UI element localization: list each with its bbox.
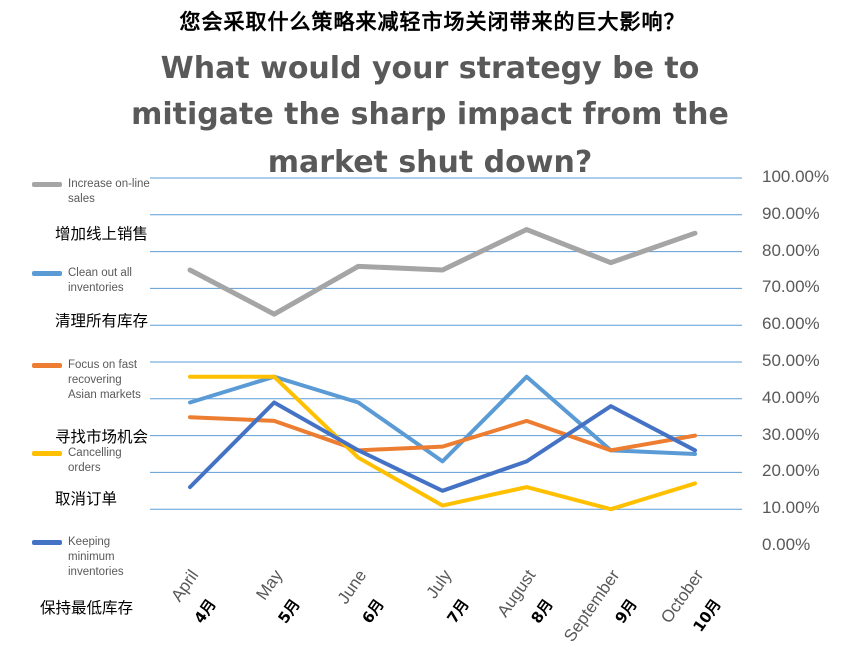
y-tick-label: 90.00% xyxy=(762,203,820,223)
data-point-1-3 xyxy=(441,459,444,463)
data-point-2-4 xyxy=(525,419,529,423)
data-point-2-1 xyxy=(272,419,276,423)
y-tick-label: 70.00% xyxy=(762,277,820,297)
y-tick-label: 60.00% xyxy=(762,314,820,334)
y-tick-label: 10.00% xyxy=(762,498,820,518)
y-tick-label: 50.00% xyxy=(762,351,820,370)
y-tick-label: 0.00% xyxy=(762,535,811,554)
data-point-1-0 xyxy=(188,400,192,404)
data-point-3-1 xyxy=(272,375,276,379)
chart-title-en-line-1: What would your strategy be to xyxy=(160,51,700,86)
legend-label-cn: 清理所有库存 xyxy=(55,312,149,330)
data-point-1-6 xyxy=(693,452,697,456)
chart-title-cn: 您会采取什么策略来减轻市场关闭带来的巨大影响？ xyxy=(179,10,686,34)
legend-swatch xyxy=(32,451,62,456)
data-point-3-5 xyxy=(609,507,613,511)
legend-label-cn: 寻找市场机会 xyxy=(55,428,149,446)
data-point-0-5 xyxy=(609,261,613,265)
data-point-2-5 xyxy=(609,448,613,452)
y-tick-label: 20.00% xyxy=(762,461,820,481)
legend-label-cn: 取消订单 xyxy=(55,490,118,508)
data-point-0-2 xyxy=(356,264,360,268)
data-point-0-6 xyxy=(693,231,697,235)
legend-label-cn: 保持最低库存 xyxy=(40,599,134,617)
chart-title-en-line-3: market shut down? xyxy=(267,145,593,180)
data-point-3-2 xyxy=(356,456,360,460)
data-point-4-0 xyxy=(188,485,192,489)
legend-swatch xyxy=(32,271,62,276)
data-point-0-4 xyxy=(525,228,529,232)
data-point-3-4 xyxy=(525,485,529,489)
data-point-0-3 xyxy=(441,268,444,272)
data-point-4-4 xyxy=(525,459,529,463)
data-point-1-2 xyxy=(356,400,360,404)
legend-swatch xyxy=(32,182,62,187)
y-tick-label: 40.00% xyxy=(762,387,820,407)
legend-label-en: Focus on fast recovering Asian markets xyxy=(68,359,141,401)
data-point-2-3 xyxy=(441,445,444,449)
chart-title-en-line-2: mitigate the sharp impact from the xyxy=(131,97,729,132)
data-point-4-3 xyxy=(441,489,444,493)
chart-plot xyxy=(150,177,742,512)
data-point-4-5 xyxy=(609,404,613,408)
data-point-3-0 xyxy=(188,375,192,379)
data-point-4-1 xyxy=(272,400,276,404)
legend-swatch xyxy=(32,540,62,545)
legend-label-en: Cancelling orders xyxy=(68,447,122,474)
legend-label-en: Increase on-line sales xyxy=(68,178,150,205)
data-point-0-1 xyxy=(272,312,276,316)
legend-swatch xyxy=(32,363,62,368)
data-point-0-0 xyxy=(188,268,192,272)
data-point-2-6 xyxy=(693,434,697,438)
data-point-3-6 xyxy=(693,481,697,485)
legend-label-en: Clean out all inventories xyxy=(68,267,132,294)
y-tick-label: 30.00% xyxy=(762,424,820,444)
data-point-3-3 xyxy=(441,504,444,508)
series-line-0 xyxy=(187,227,698,317)
data-point-2-0 xyxy=(188,415,192,419)
y-tick-label: 100.00% xyxy=(762,167,830,186)
data-point-4-6 xyxy=(693,448,697,452)
data-point-4-2 xyxy=(356,448,360,452)
data-point-1-4 xyxy=(525,375,529,379)
legend-label-en: Keeping minimum inventories xyxy=(68,536,124,578)
y-tick-label: 80.00% xyxy=(762,240,820,260)
legend-label-cn: 增加线上销售 xyxy=(55,225,149,243)
